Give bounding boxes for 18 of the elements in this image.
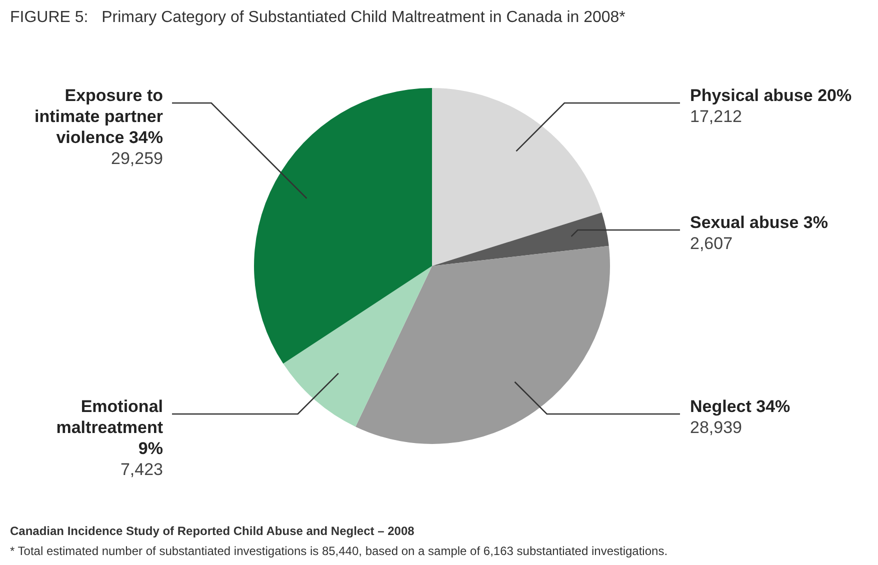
pie-slice [356,246,610,444]
slice-label: Physical abuse 20% [690,86,852,105]
pie-slice [432,88,602,266]
chart-title: FIGURE 5: Primary Category of Substantiated Child Maltreatment in Canada in 2008* [10,9,626,26]
data-label: 28,939 [690,418,742,437]
data-label: 29,259 [111,149,163,168]
pie-slice [432,212,609,266]
slice-label: Sexual abuse 3% [690,213,828,232]
slice-label: Neglect 34% [690,397,790,416]
slice-label: Emotional maltreatment 9% [56,397,164,458]
data-label: 7,423 [120,460,163,479]
pie-slice [283,266,432,427]
data-label: 2,607 [690,234,733,253]
text: * Total estimated number of substantiated investigations is 85,440, based on a sample of 6,163 substantiated investigations. [10,544,668,558]
slice-label: Exposure to intimate partner violence 34% [34,86,164,147]
pie-slice [254,88,432,364]
text: Canadian Incidence Study of Reported Child Abuse and Neglect – 2008 [10,524,415,538]
data-label: 17,212 [690,107,742,126]
